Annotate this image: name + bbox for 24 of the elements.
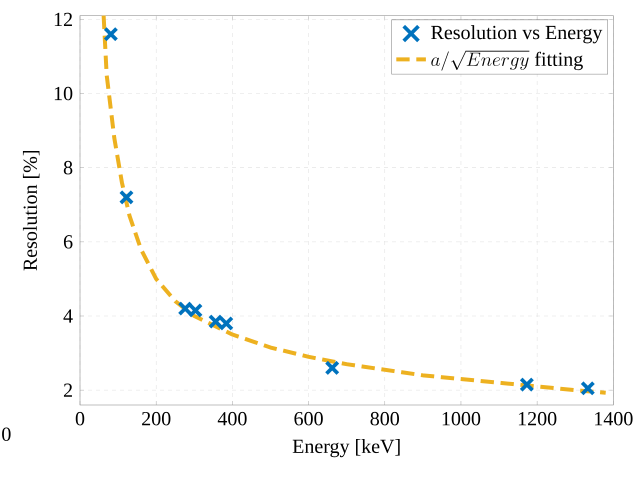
legend-label: $a/\sqrt{Energy}\ \mathrm{fitting}$ — [431, 50, 583, 71]
point — [118, 190, 134, 205]
y-tick-label: 8 — [64, 160, 72, 174]
y-axis-title: Resolution [%] — [22, 150, 40, 271]
x-tick-label: 1400 — [595, 412, 633, 426]
x-axis-title: Energy [keV] — [292, 439, 400, 458]
point — [324, 360, 340, 376]
x-tick-label: 600 — [294, 412, 323, 426]
x-tick-label: 200 — [142, 412, 170, 426]
x-tick-label: 800 — [370, 412, 400, 426]
point — [103, 26, 118, 42]
legend-label: Resolution vs Energy — [431, 25, 602, 44]
x-tick-label: 0 — [76, 412, 84, 426]
y-tick-label: 4 — [63, 309, 73, 323]
y-tick-label: 6 — [64, 235, 72, 249]
point — [580, 380, 596, 396]
y-tick-label: 2 — [64, 384, 72, 397]
x-tick-label: 1000 — [442, 412, 480, 426]
point — [519, 377, 534, 392]
y-tick-label: 10 — [54, 86, 72, 100]
text: 0 — [2, 427, 11, 441]
y-tick-label: 12 — [54, 12, 72, 26]
x-tick-label: 400 — [218, 412, 247, 426]
x-tick-label: 1200 — [518, 412, 556, 426]
